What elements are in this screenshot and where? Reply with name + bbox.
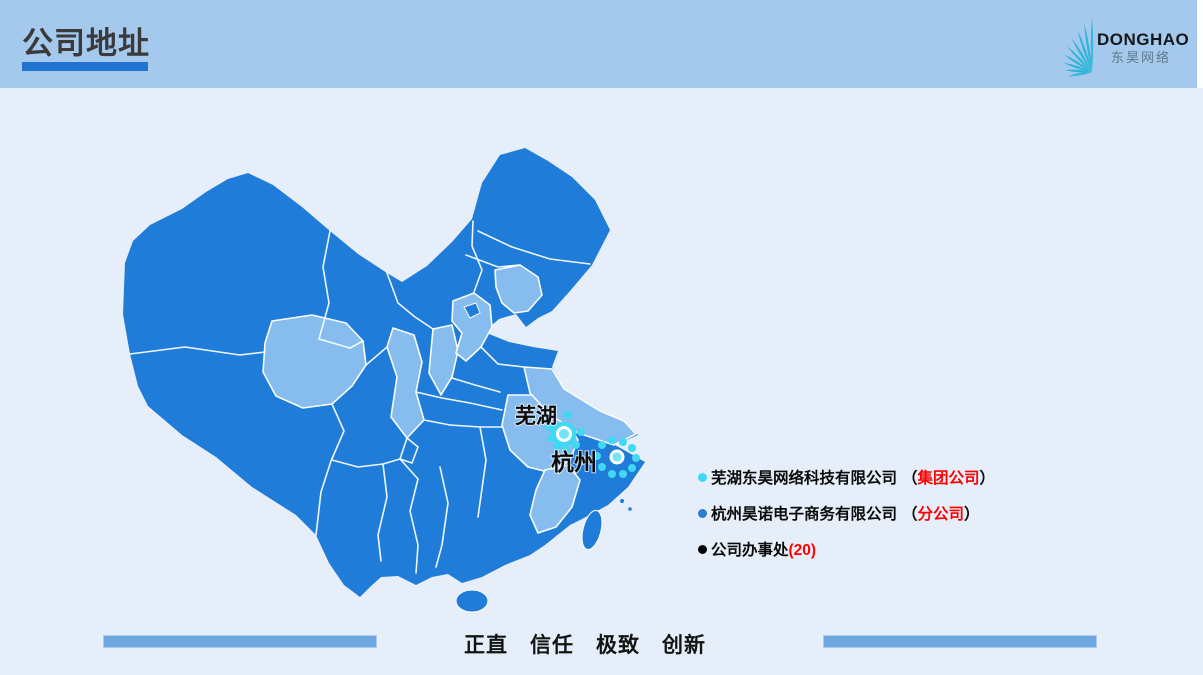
province-hebei [451, 292, 493, 362]
page-title: 公司地址 [22, 26, 150, 61]
header-edge-sliver [1197, 0, 1203, 88]
black-dot-icon [698, 544, 707, 554]
feather-logo-icon [1063, 17, 1094, 77]
province-liaoning [494, 264, 543, 314]
islands [455, 499, 632, 613]
blue-dot-icon [698, 508, 707, 518]
island-taiwan [581, 509, 603, 551]
legend-label: 公司办事处(20) [711, 542, 817, 559]
legend-item-group-company: 芜湖东昊网络科技有限公司 （集团公司） [698, 464, 995, 490]
value-word: 创新 [662, 634, 706, 657]
header-bar [0, 0, 1203, 88]
map-legend: 芜湖东昊网络科技有限公司 （集团公司） 杭州昊诺电子商务有限公司 （分公司） 公司办… [698, 464, 995, 562]
wuhu-office-dots [545, 411, 585, 454]
value-word: 正直 [464, 634, 508, 657]
province-qinghai [262, 314, 367, 409]
logo-name: DONGHAO [1097, 30, 1190, 49]
footer-bar-right [823, 635, 1097, 648]
value-word: 极致 [596, 634, 640, 657]
legend-label: 芜湖东昊网络科技有限公司 （集团公司） [711, 470, 996, 487]
island-hainan [455, 589, 489, 613]
cyan-dot-icon [698, 472, 707, 482]
province-beijing [463, 302, 481, 319]
light-provinces [262, 264, 637, 534]
logo-subtitle: 东昊网络 [1111, 50, 1172, 65]
legend-item-offices: 公司办事处(20) [698, 536, 995, 562]
hangzhou-label: 杭州 [551, 449, 597, 475]
company-values: 正直 信任 极致 创新 [464, 629, 706, 659]
province-shaanxi [386, 327, 425, 439]
title-underline [22, 62, 148, 71]
hangzhou-marker [609, 449, 625, 465]
china-map: 芜湖 杭州 [123, 148, 645, 613]
province-shanxi [428, 324, 459, 396]
wuhu-marker [551, 421, 577, 447]
wuhu-label: 芜湖 [515, 405, 557, 428]
value-word: 信任 [530, 634, 574, 657]
province-fujian [529, 464, 581, 534]
legend-label: 杭州昊诺电子商务有限公司 （分公司） [711, 506, 980, 523]
province-anhui [501, 394, 579, 474]
legend-item-branch-company: 杭州昊诺电子商务有限公司 （分公司） [698, 500, 995, 526]
footer-bar-left [103, 635, 377, 648]
province-borders [129, 220, 591, 574]
china-outline [123, 148, 645, 597]
hangzhou-office-dots [593, 436, 640, 478]
